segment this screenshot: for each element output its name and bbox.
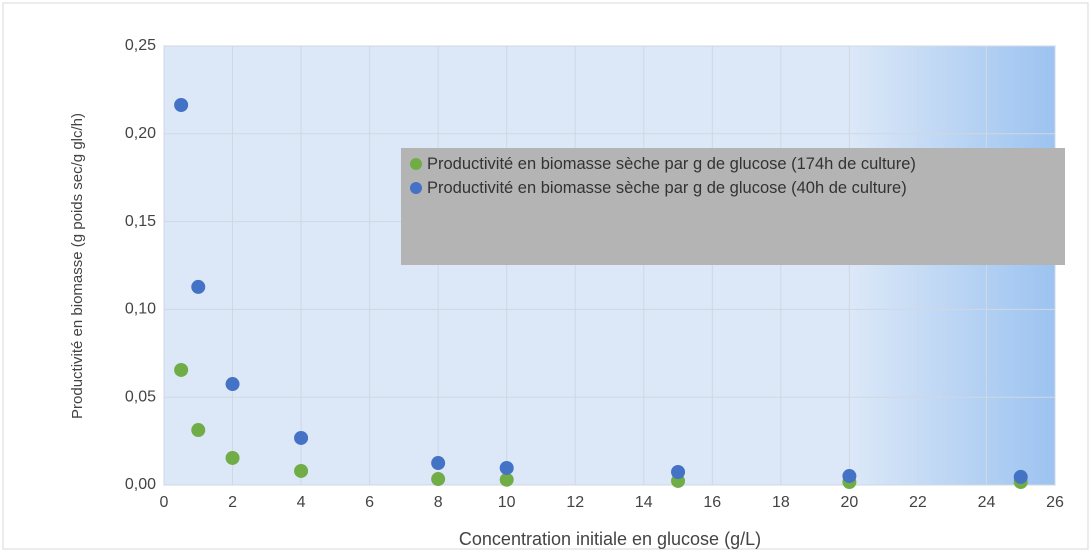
point <box>174 98 189 113</box>
point <box>499 472 514 487</box>
legend-item: Productivité en biomasse sèche par g de … <box>407 176 1059 200</box>
y-tick-label: 0,05 <box>125 388 156 405</box>
x-axis-label: Concentration initiale en glucose (g/L) <box>459 529 761 549</box>
x-tick-label: 20 <box>840 494 858 511</box>
point <box>225 377 240 392</box>
point <box>431 472 446 487</box>
plot-area <box>163 45 1056 486</box>
y-tick-label: 0,25 <box>125 37 156 54</box>
x-tick-label: 18 <box>772 494 790 511</box>
legend-marker <box>410 158 422 170</box>
point <box>294 463 309 478</box>
x-tick-label: 0 <box>160 494 169 511</box>
x-tick-label: 6 <box>365 494 374 511</box>
y-tick-label: 0,20 <box>125 125 156 142</box>
point <box>225 450 240 465</box>
legend: Productivité en biomasse sèche par g de … <box>401 148 1065 265</box>
point <box>499 460 514 475</box>
point <box>191 423 206 438</box>
y-axis-label: Productivité en biomasse (g poids sec/g … <box>69 113 86 419</box>
point <box>671 465 686 480</box>
legend-marker <box>410 182 422 194</box>
x-tick-label: 12 <box>566 494 584 511</box>
x-tick-label: 14 <box>635 494 653 511</box>
legend-label: Productivité en biomasse sèche par g de … <box>427 179 907 197</box>
point <box>294 430 309 445</box>
x-tick-label: 24 <box>978 494 996 511</box>
point <box>431 456 446 471</box>
y-tick-label: 0,15 <box>125 213 156 230</box>
x-tick-label: 16 <box>703 494 721 511</box>
x-tick-label: 8 <box>434 494 443 511</box>
x-tick-label: 2 <box>228 494 237 511</box>
x-tick-label: 10 <box>498 494 516 511</box>
point <box>1013 469 1028 484</box>
x-tick-label: 26 <box>1046 494 1064 511</box>
point <box>191 279 206 294</box>
legend-item: Productivité en biomasse sèche par g de … <box>407 152 1059 176</box>
x-tick-label: 22 <box>909 494 927 511</box>
y-tick-label: 0,00 <box>125 476 156 493</box>
point <box>842 469 857 484</box>
x-tick-label: 4 <box>297 494 306 511</box>
legend-label: Productivité en biomasse sèche par g de … <box>427 155 916 173</box>
y-tick-label: 0,10 <box>125 301 156 318</box>
point <box>174 362 189 377</box>
